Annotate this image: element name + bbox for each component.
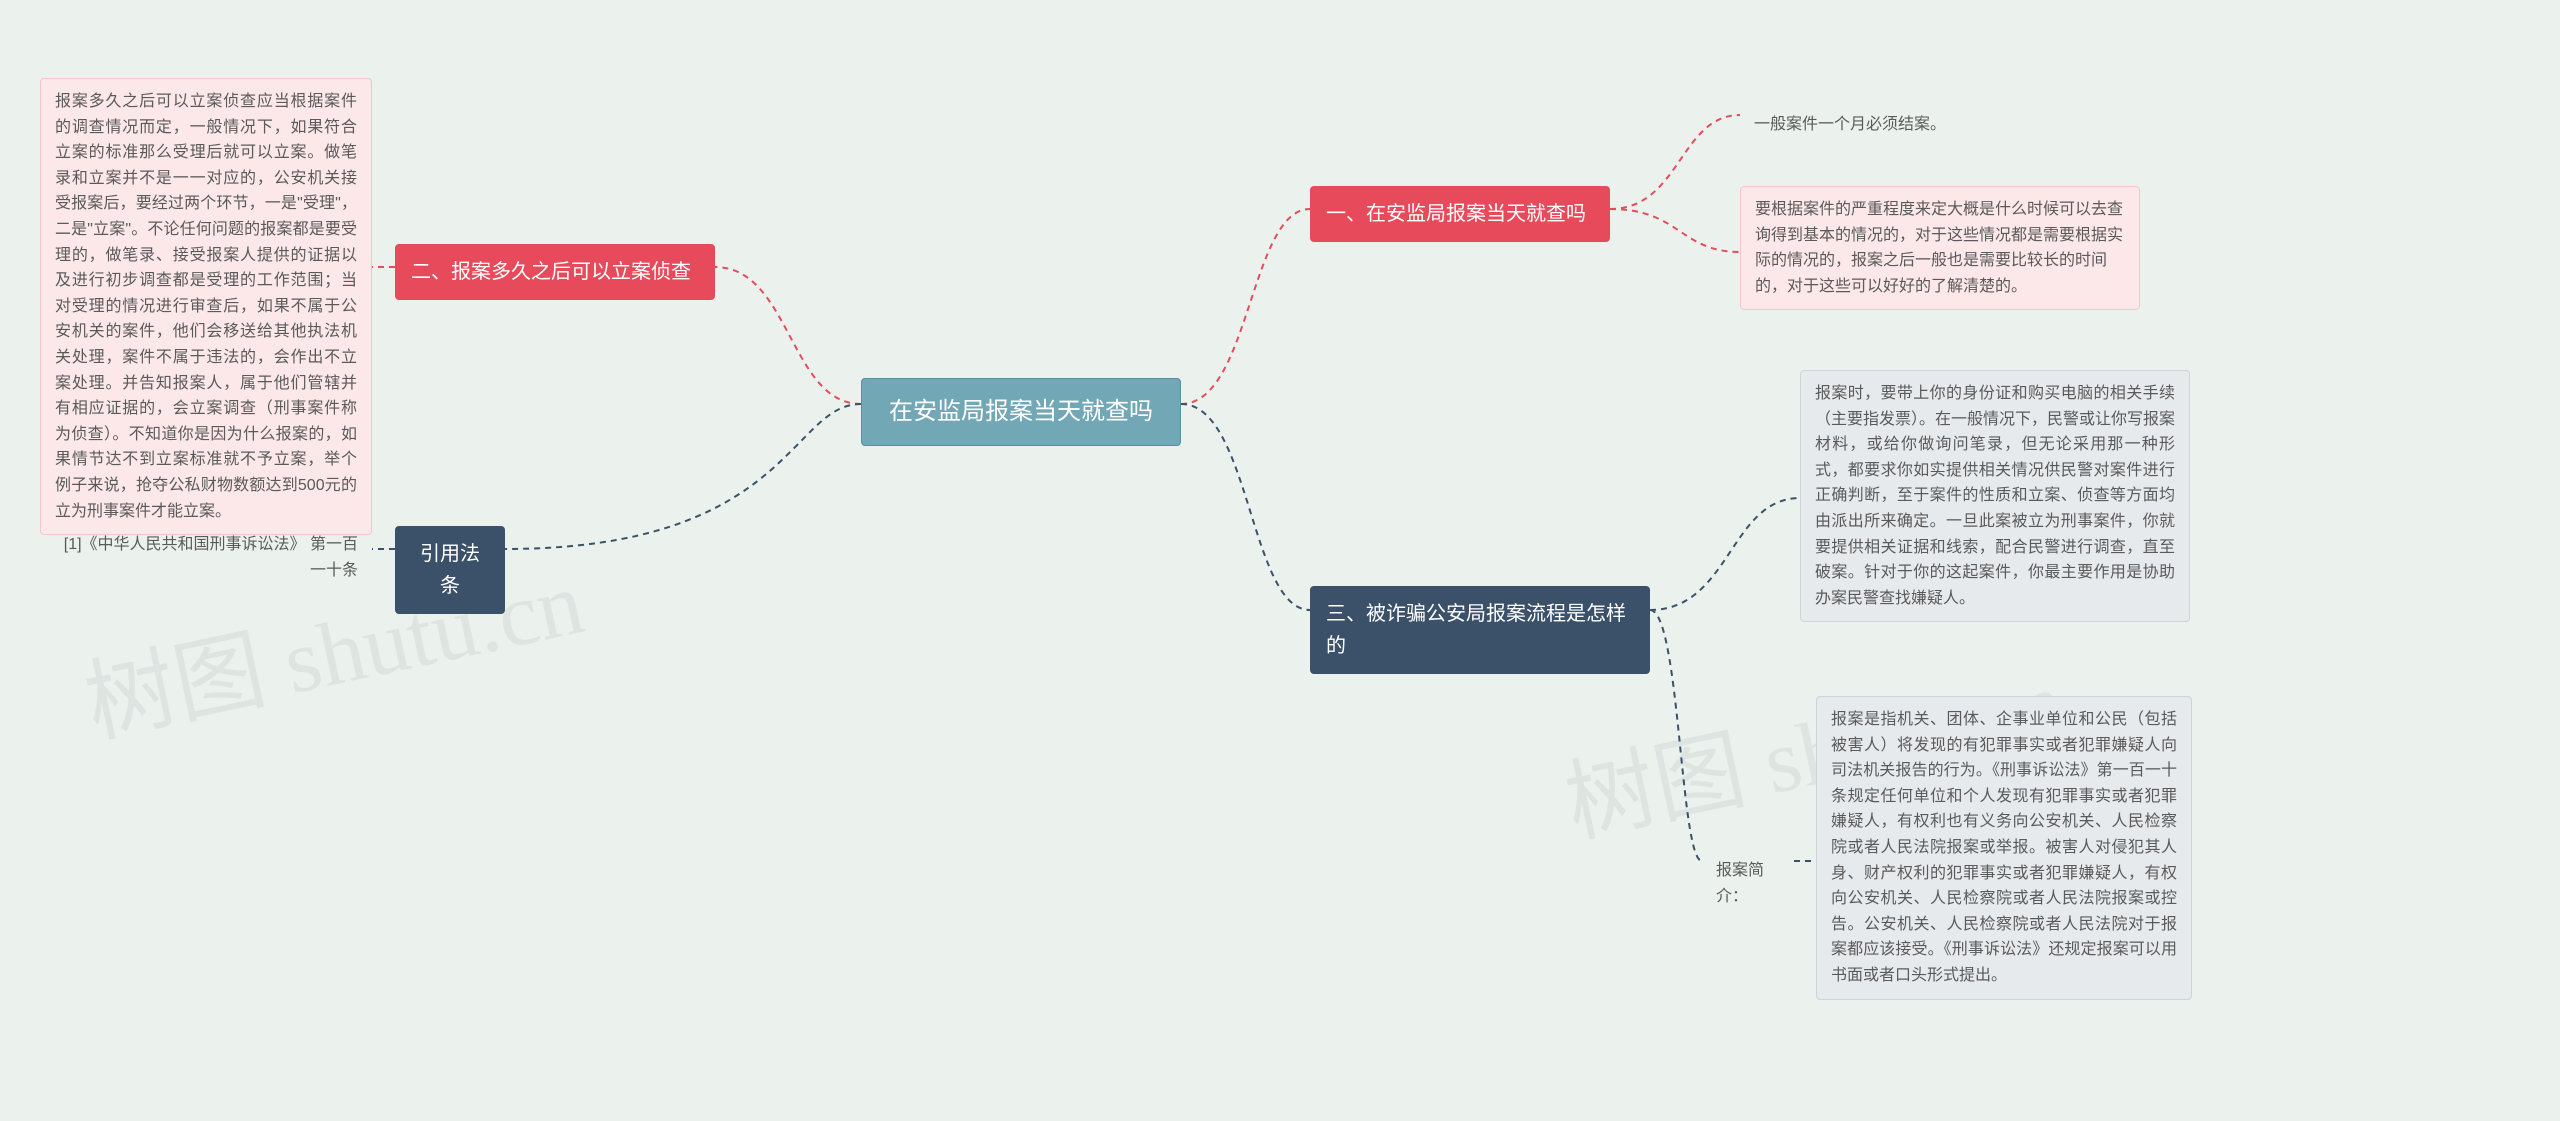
branch-3[interactable]: 三、被诈骗公安局报案流程是怎样的 — [1310, 586, 1650, 674]
leaf-3b-label: 报案简介： — [1702, 848, 1794, 919]
root-node[interactable]: 在安监局报案当天就查吗 — [861, 378, 1181, 446]
branch-1[interactable]: 一、在安监局报案当天就查吗 — [1310, 186, 1610, 242]
leaf-3b: 报案是指机关、团体、企事业单位和公民（包括被害人）将发现的有犯罪事实或者犯罪嫌疑… — [1816, 696, 2192, 1000]
branch-4[interactable]: 引用法条 — [395, 526, 505, 614]
leaf-1a: 一般案件一个月必须结案。 — [1740, 102, 1970, 148]
leaf-1b: 要根据案件的严重程度来定大概是什么时候可以去查询得到基本的情况的，对于这些情况都… — [1740, 186, 2140, 310]
branch-2[interactable]: 二、报案多久之后可以立案侦查 — [395, 244, 715, 300]
leaf-2: 报案多久之后可以立案侦查应当根据案件的调查情况而定，一般情况下，如果符合立案的标… — [40, 78, 372, 535]
leaf-3a: 报案时，要带上你的身份证和购买电脑的相关手续（主要指发票）。在一般情况下，民警或… — [1800, 370, 2190, 622]
leaf-4: [1]《中华人民共和国刑事诉讼法》 第一百一十条 — [40, 522, 372, 593]
